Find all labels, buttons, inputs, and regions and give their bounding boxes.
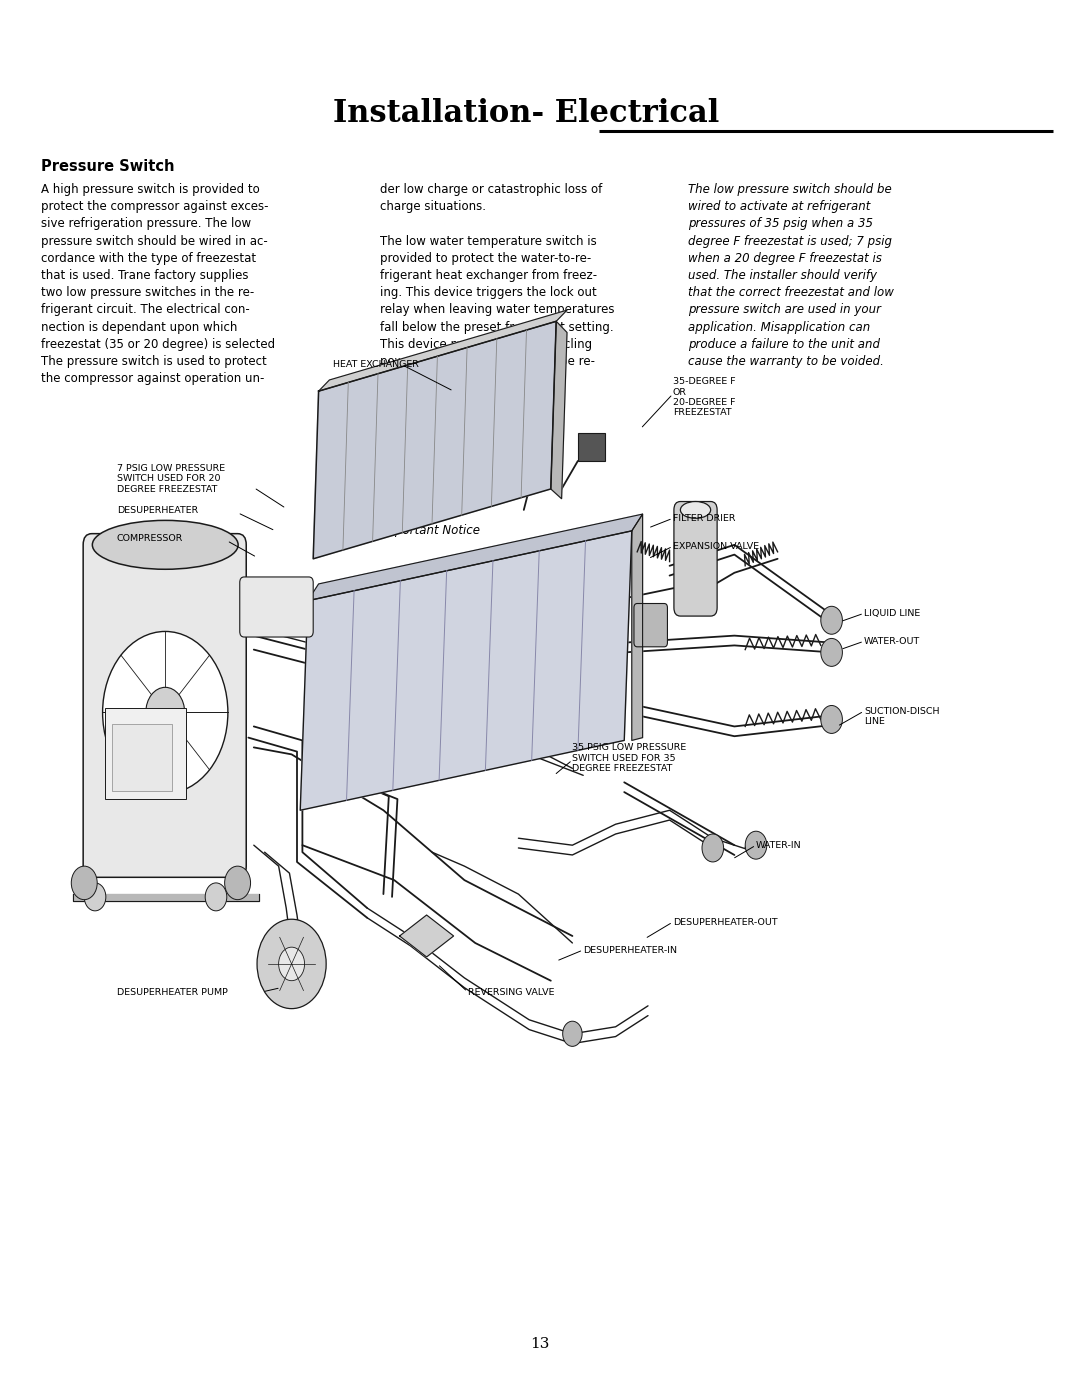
Ellipse shape	[680, 502, 711, 518]
FancyBboxPatch shape	[578, 433, 605, 461]
Circle shape	[225, 866, 251, 900]
Ellipse shape	[93, 521, 239, 570]
Text: EXPANSION VALVE: EXPANSION VALVE	[673, 542, 759, 550]
Circle shape	[821, 638, 842, 666]
Polygon shape	[632, 514, 643, 740]
Text: SUCTION-DISCH
LINE: SUCTION-DISCH LINE	[864, 707, 940, 726]
Circle shape	[103, 631, 228, 793]
Text: WATER-IN: WATER-IN	[756, 841, 801, 849]
Circle shape	[146, 687, 185, 738]
Text: WATER-OUT: WATER-OUT	[864, 637, 920, 645]
Polygon shape	[73, 894, 259, 901]
Text: Installation- Electrical: Installation- Electrical	[333, 98, 719, 129]
Text: Important Notice: Important Notice	[380, 524, 481, 536]
FancyBboxPatch shape	[83, 534, 246, 877]
Text: LIQUID LINE: LIQUID LINE	[864, 609, 920, 617]
Circle shape	[821, 606, 842, 634]
Text: HEAT EXCHANGER: HEAT EXCHANGER	[333, 360, 419, 369]
Circle shape	[563, 1021, 582, 1046]
Circle shape	[257, 919, 326, 1009]
Polygon shape	[319, 310, 567, 391]
Circle shape	[745, 831, 767, 859]
FancyBboxPatch shape	[674, 502, 717, 616]
Bar	[105, 708, 186, 799]
Circle shape	[279, 947, 305, 981]
Text: DESUPERHEATER: DESUPERHEATER	[117, 506, 198, 514]
Text: REVERSING VALVE: REVERSING VALVE	[468, 988, 554, 996]
Circle shape	[821, 705, 842, 733]
Circle shape	[84, 883, 106, 911]
Polygon shape	[313, 321, 556, 559]
Text: Pressure Switch: Pressure Switch	[41, 159, 175, 175]
Text: 35-DEGREE F
OR
20-DEGREE F
FREEZESTAT: 35-DEGREE F OR 20-DEGREE F FREEZESTAT	[673, 377, 735, 418]
Polygon shape	[400, 915, 454, 957]
Text: FILTER DRIER: FILTER DRIER	[673, 514, 735, 522]
Polygon shape	[308, 514, 643, 601]
Text: 35 PSIG LOW PRESSURE
SWITCH USED FOR 35
DEGREE FREEZESTAT: 35 PSIG LOW PRESSURE SWITCH USED FOR 35 …	[572, 743, 687, 773]
Circle shape	[71, 866, 97, 900]
Polygon shape	[551, 321, 567, 499]
FancyBboxPatch shape	[240, 577, 313, 637]
Text: DESUPERHEATER PUMP: DESUPERHEATER PUMP	[117, 988, 228, 996]
Text: The low pressure switch should be
wired to activate at refrigerant
pressures of : The low pressure switch should be wired …	[688, 183, 894, 367]
Text: COMPRESSOR: COMPRESSOR	[117, 534, 183, 542]
FancyBboxPatch shape	[634, 604, 667, 647]
Circle shape	[702, 834, 724, 862]
Text: der low charge or catastrophic loss of
charge situations.

The low water tempera: der low charge or catastrophic loss of c…	[380, 183, 615, 386]
Bar	[112, 724, 172, 791]
Polygon shape	[300, 531, 632, 810]
Text: A high pressure switch is provided to
protect the compressor against exces-
sive: A high pressure switch is provided to pr…	[41, 183, 275, 386]
Text: 13: 13	[530, 1337, 550, 1351]
Text: DESUPERHEATER-OUT: DESUPERHEATER-OUT	[673, 918, 778, 926]
Text: DESUPERHEATER-IN: DESUPERHEATER-IN	[583, 946, 677, 954]
Text: 7 PSIG LOW PRESSURE
SWITCH USED FOR 20
DEGREE FREEZESTAT: 7 PSIG LOW PRESSURE SWITCH USED FOR 20 D…	[117, 464, 225, 493]
Circle shape	[205, 883, 227, 911]
